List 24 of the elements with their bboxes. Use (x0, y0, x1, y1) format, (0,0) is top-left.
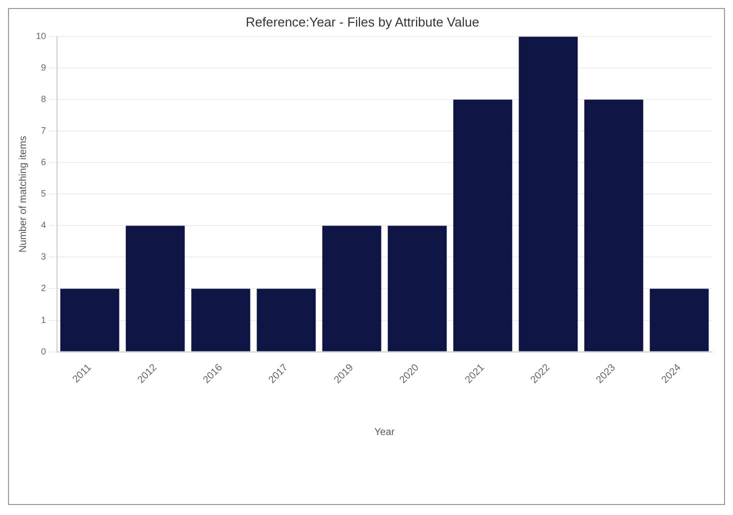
bar (191, 288, 250, 352)
y-tick-label: 6 (40, 157, 46, 168)
y-tick-label: 1 (40, 314, 46, 325)
y-tick-label: 4 (40, 220, 46, 230)
bar (322, 226, 382, 352)
y-tick-label: 7 (40, 126, 46, 136)
y-tick-label: 9 (40, 62, 46, 73)
bar (650, 288, 709, 352)
y-tick-label: 8 (40, 94, 46, 104)
y-tick-label: 3 (40, 252, 46, 262)
bar (388, 226, 447, 352)
bar (453, 100, 512, 352)
bar (126, 226, 185, 352)
bar (256, 288, 316, 352)
x-axis-title: Year (374, 426, 396, 438)
bar (60, 288, 120, 352)
y-axis-title: Number of matching items (18, 136, 29, 253)
y-tick-label: 10 (36, 31, 46, 42)
chart-title: Reference:Year - Files by Attribute Value (246, 14, 480, 30)
y-tick-label: 0 (40, 346, 46, 356)
bar (518, 36, 578, 352)
bar (584, 100, 644, 352)
y-tick-label: 5 (40, 188, 46, 199)
y-tick-label: 2 (40, 283, 46, 294)
